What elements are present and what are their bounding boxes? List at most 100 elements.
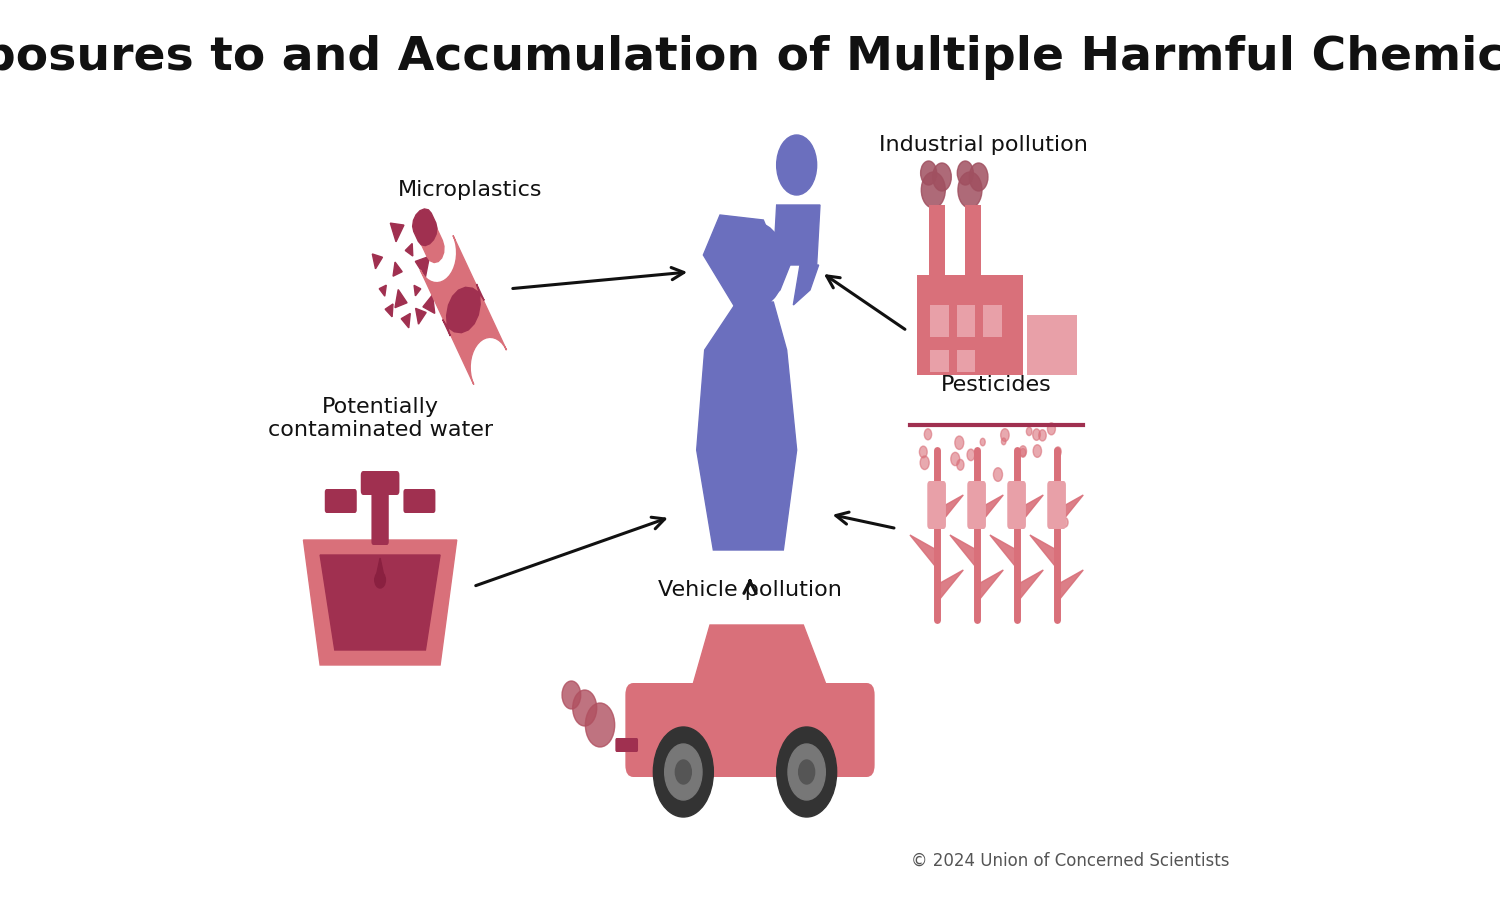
Polygon shape [690,625,830,695]
Circle shape [788,744,825,800]
Polygon shape [442,284,485,336]
FancyBboxPatch shape [984,305,1002,337]
Circle shape [1002,438,1007,445]
FancyBboxPatch shape [326,489,357,513]
Polygon shape [950,535,976,568]
Circle shape [921,161,936,185]
Polygon shape [419,218,444,263]
Circle shape [1026,428,1032,436]
FancyBboxPatch shape [404,489,435,513]
Circle shape [675,760,692,784]
FancyBboxPatch shape [930,350,948,372]
Polygon shape [386,304,393,317]
Text: Vehicle pollution: Vehicle pollution [658,580,842,600]
FancyBboxPatch shape [927,481,946,529]
Circle shape [993,468,1002,482]
Polygon shape [413,209,436,246]
FancyBboxPatch shape [615,738,638,752]
Polygon shape [380,285,387,296]
Circle shape [968,449,975,461]
Polygon shape [416,309,426,324]
Polygon shape [416,256,429,277]
Circle shape [921,172,945,208]
Text: Potentially
contaminated water: Potentially contaminated water [267,397,492,440]
Text: Industrial pollution: Industrial pollution [879,135,1088,155]
Circle shape [1034,445,1041,457]
Polygon shape [764,265,790,305]
Polygon shape [794,265,819,305]
FancyBboxPatch shape [957,305,975,337]
Circle shape [969,163,988,191]
Circle shape [957,459,964,470]
Polygon shape [375,558,386,580]
Polygon shape [393,262,402,276]
FancyBboxPatch shape [362,471,399,495]
Circle shape [956,436,964,449]
FancyBboxPatch shape [968,481,986,529]
Text: Microplastics: Microplastics [398,180,543,200]
Circle shape [958,172,982,208]
Polygon shape [390,223,404,242]
Circle shape [933,163,951,191]
Circle shape [1010,498,1017,508]
Polygon shape [394,290,406,308]
Circle shape [1020,448,1026,457]
Polygon shape [372,254,382,269]
Polygon shape [1056,570,1083,603]
FancyBboxPatch shape [928,205,945,277]
Circle shape [1032,428,1041,440]
Polygon shape [405,244,412,256]
Circle shape [375,572,386,588]
Polygon shape [936,570,963,603]
FancyBboxPatch shape [626,683,874,777]
Polygon shape [423,295,435,313]
Polygon shape [420,236,507,384]
Circle shape [1000,428,1010,441]
FancyBboxPatch shape [1008,481,1026,529]
Text: © 2024 Union of Concerned Scientists: © 2024 Union of Concerned Scientists [912,852,1230,870]
Circle shape [1020,446,1026,456]
Circle shape [957,161,974,185]
Circle shape [562,681,580,709]
FancyBboxPatch shape [1026,315,1077,375]
Circle shape [1038,429,1046,441]
Polygon shape [320,555,440,650]
Circle shape [798,760,814,784]
Circle shape [777,135,816,195]
Polygon shape [1056,495,1083,528]
FancyBboxPatch shape [372,477,388,545]
Polygon shape [990,535,1017,568]
Circle shape [920,446,927,458]
Circle shape [729,223,784,307]
Circle shape [1054,447,1060,456]
Circle shape [1062,518,1068,527]
Circle shape [664,744,702,800]
Polygon shape [936,495,963,528]
Text: Exposures to and Accumulation of Multiple Harmful Chemicals: Exposures to and Accumulation of Multipl… [0,35,1500,80]
FancyBboxPatch shape [957,350,975,372]
Circle shape [777,727,837,817]
FancyBboxPatch shape [930,305,948,337]
Circle shape [920,456,928,470]
Polygon shape [303,540,456,665]
FancyBboxPatch shape [1047,481,1066,529]
Circle shape [654,727,714,817]
Circle shape [585,703,615,747]
Polygon shape [1030,535,1056,568]
Polygon shape [1017,570,1044,603]
Polygon shape [976,570,1004,603]
Polygon shape [414,285,422,296]
Polygon shape [1017,495,1044,528]
FancyBboxPatch shape [916,275,1023,375]
Circle shape [980,438,986,446]
Polygon shape [910,535,936,568]
Circle shape [928,507,934,516]
Polygon shape [400,313,411,328]
Text: Pesticides: Pesticides [940,375,1052,395]
Circle shape [924,428,932,440]
Circle shape [573,690,597,726]
Polygon shape [774,205,820,265]
Polygon shape [696,302,796,550]
FancyBboxPatch shape [966,205,981,277]
Circle shape [1047,423,1056,435]
